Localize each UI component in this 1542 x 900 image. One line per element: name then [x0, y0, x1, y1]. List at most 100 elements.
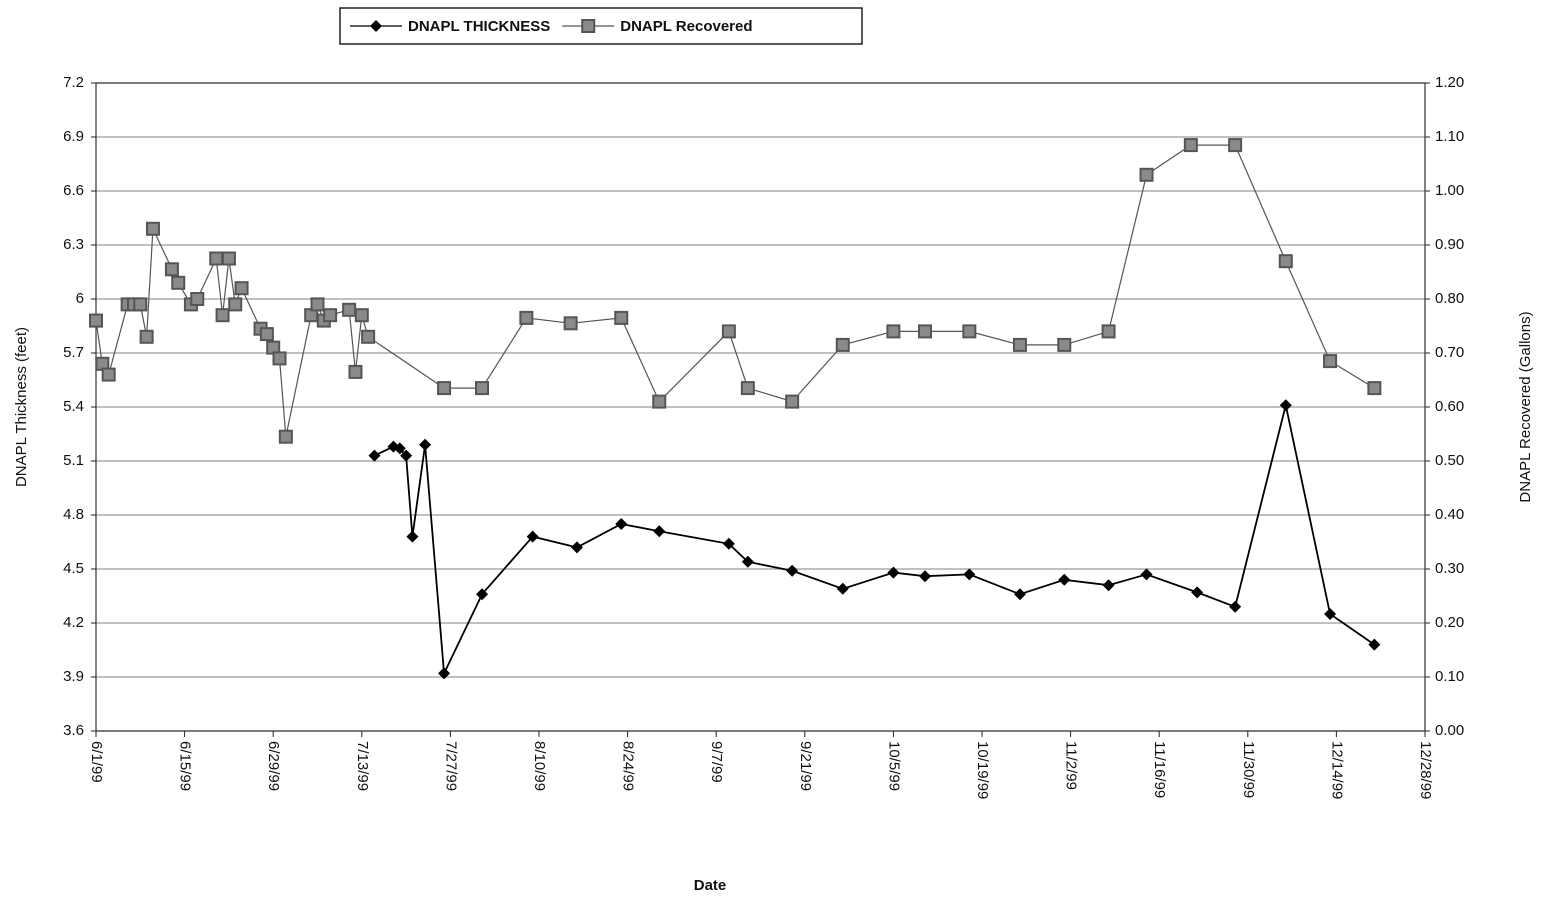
square-marker: [221, 251, 236, 266]
x-tick-label: 12/14/99: [1328, 741, 1345, 799]
y2-tick-label: 1.10: [1435, 128, 1464, 145]
x-tick-label: 11/2/99: [1063, 741, 1080, 790]
square-marker: [228, 297, 243, 312]
square-marker: [1278, 254, 1293, 269]
square-marker: [272, 351, 287, 366]
diamond-marker: [1368, 638, 1381, 651]
diamond-marker: [919, 570, 932, 583]
square-marker: [101, 367, 116, 382]
x-tick-label: 9/7/99: [708, 741, 725, 783]
y2-tick-label: 0.40: [1435, 506, 1464, 523]
diamond-marker: [836, 582, 849, 595]
square-marker: [614, 310, 629, 325]
x-tick-label: 8/24/99: [620, 741, 637, 791]
square-marker: [209, 251, 224, 266]
x-tick-label: 10/19/99: [974, 741, 991, 799]
square-marker: [215, 308, 230, 323]
y-tick-label: 5.7: [63, 344, 84, 361]
y2-tick-label: 0.80: [1435, 290, 1464, 307]
square-marker: [918, 324, 933, 339]
y-tick-label: 5.4: [63, 398, 84, 415]
series-line: [374, 404, 1375, 677]
y-tick-label: 6.3: [63, 236, 84, 253]
y2-tick-label: 0.00: [1435, 722, 1464, 739]
diamond-marker: [1324, 608, 1337, 620]
diamond-marker: [1013, 588, 1026, 601]
square-marker: [740, 381, 755, 396]
y2-tick-label: 1.00: [1435, 182, 1464, 199]
square-marker: [785, 394, 800, 409]
diamond-marker: [1279, 399, 1292, 412]
square-marker: [519, 310, 534, 325]
y2-tick-label: 0.90: [1435, 236, 1464, 253]
x-tick-label: 7/13/99: [354, 741, 371, 791]
x-tick-label: 12/28/99: [1417, 741, 1434, 799]
diamond-marker: [722, 537, 735, 550]
x-axis-label: Date: [694, 877, 727, 894]
square-marker: [278, 429, 293, 444]
diamond-marker: [963, 568, 976, 581]
square-marker: [475, 381, 490, 396]
square-marker: [259, 327, 274, 342]
square-marker: [89, 313, 103, 328]
plot-frame: [95, 82, 1426, 732]
square-marker: [323, 308, 338, 323]
x-tick-label: 7/27/99: [442, 741, 459, 791]
y2-tick-label: 0.10: [1435, 668, 1464, 685]
square-marker: [164, 262, 179, 277]
square-marker: [1101, 324, 1116, 339]
square-marker: [342, 302, 357, 317]
y-tick-label: 4.8: [63, 506, 84, 523]
diamond-marker: [406, 530, 419, 543]
square-marker: [962, 324, 977, 339]
square-marker: [139, 329, 154, 344]
diamond-marker: [1102, 579, 1115, 592]
legend-label: DNAPL THICKNESS: [408, 18, 550, 35]
square-marker: [310, 297, 325, 312]
y-tick-label: 7.2: [63, 74, 84, 91]
square-marker: [1228, 138, 1243, 153]
diamond-marker: [368, 449, 381, 462]
square-marker: [1323, 354, 1338, 369]
y2-axis-label: DNAPL Recovered (Gallons): [1517, 311, 1534, 502]
square-marker: [133, 297, 148, 312]
legend: DNAPL THICKNESS DNAPL Recovered: [339, 7, 863, 45]
legend-marker: [370, 20, 382, 32]
x-tick-label: 6/1/99: [88, 741, 105, 783]
y2-tick-label: 0.50: [1435, 452, 1464, 469]
square-marker: [1183, 138, 1198, 153]
diamond-marker: [526, 530, 539, 543]
y-tick-label: 4.2: [63, 614, 84, 631]
y-tick-label: 6.6: [63, 182, 84, 199]
y2-tick-label: 1.20: [1435, 74, 1464, 91]
diamond-marker: [1229, 600, 1242, 613]
diamond-marker: [476, 588, 489, 601]
diamond-marker: [1140, 568, 1153, 581]
square-marker: [1367, 381, 1382, 396]
diamond-marker: [786, 564, 799, 577]
y-tick-label: 3.9: [63, 668, 84, 685]
x-tick-label: 9/21/99: [797, 741, 814, 791]
y2-tick-label: 0.30: [1435, 560, 1464, 577]
square-marker: [1057, 337, 1072, 352]
y2-tick-label: 0.60: [1435, 398, 1464, 415]
square-marker: [563, 316, 578, 331]
square-marker: [234, 281, 249, 296]
y-axis-label: DNAPL Thickness (feet): [13, 327, 30, 487]
diamond-marker: [419, 438, 432, 451]
square-marker: [171, 275, 186, 290]
diamond-marker: [615, 518, 628, 530]
y-tick-label: 3.6: [63, 722, 84, 739]
square-marker: [190, 292, 205, 306]
square-marker: [1012, 337, 1027, 352]
y2-tick-label: 0.70: [1435, 344, 1464, 361]
y-tick-label: 6: [76, 290, 84, 307]
x-tick-label: 6/15/99: [177, 741, 194, 791]
square-marker: [652, 394, 667, 409]
square-marker: [361, 329, 376, 344]
legend-label: DNAPL Recovered: [620, 18, 752, 35]
diamond-marker: [393, 442, 406, 455]
diamond-marker: [438, 667, 451, 680]
x-tick-label: 8/10/99: [531, 741, 548, 791]
